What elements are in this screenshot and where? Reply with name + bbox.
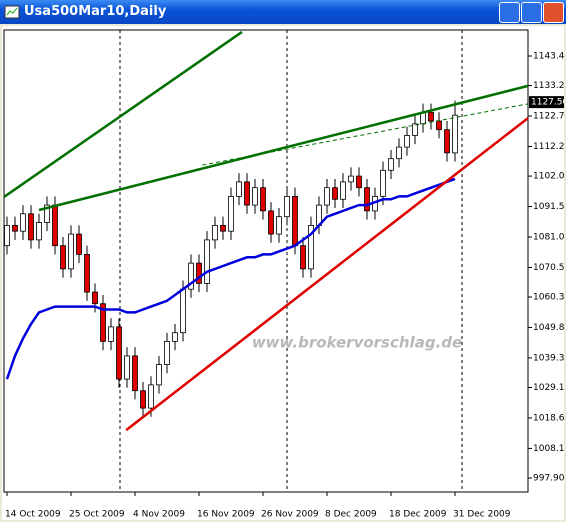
candle-body [236,181,242,197]
watermark: www.brokervorschlag.de [252,334,462,352]
candle-body [68,233,74,270]
y-tick-label: 1060.30 [533,293,564,303]
chart: www.brokervorschlag.de 1143.40 1133.20 112… [2,26,564,520]
y-tick-label: 1143.40 [533,52,564,62]
y-tick-label: 1018.60 [533,413,564,423]
candle-body [260,187,266,212]
candle-body [308,224,314,270]
candle-body [268,210,274,235]
candle-body [348,175,354,183]
x-tick-label: 31 Dec 2009 [453,510,511,520]
y-tick-label: 1008.10 [533,444,564,454]
candle-body [12,224,18,232]
window-icon [4,5,20,19]
y-tick-label: 1039.30 [533,353,564,363]
x-tick-label: 16 Nov 2009 [197,510,255,520]
candle-body [116,326,122,380]
y-tick-label: 1122.70 [533,112,564,122]
candle-body [252,187,258,206]
candle-body [4,224,10,247]
y-tick-label: 1091.50 [533,202,564,212]
candle-body [356,175,362,189]
candle-body [92,291,98,305]
candle-body [196,262,202,284]
candle-body [36,222,42,241]
minimize-button[interactable] [499,2,520,23]
candle-body [380,169,386,197]
candle-body [364,187,370,212]
candle-body [324,187,330,206]
plot-frame [3,29,529,493]
current-price-label: 1127.50 [531,98,564,108]
y-tick-label: 1070.50 [533,263,564,273]
candle-body [52,204,58,247]
candle-body [292,195,298,247]
candle-body [132,355,138,392]
x-tick-label: 26 Nov 2009 [261,510,319,520]
candle-body [124,355,130,380]
y-tick-label: 1112.20 [533,142,564,152]
trend-line [125,117,529,432]
trend-line [3,30,243,198]
candle-body [212,224,218,241]
candle-body [300,245,306,270]
close-button[interactable] [543,2,564,23]
x-tick-label: 4 Nov 2009 [133,510,185,520]
candle-body [404,135,410,148]
candle-body [412,123,418,136]
maximize-button[interactable] [521,2,542,23]
y-tick-label: 1049.80 [533,323,564,333]
trend-line [38,84,529,212]
moving-average [5,177,456,380]
candle-body [276,216,282,235]
candle-body [76,233,82,255]
candle-body [220,224,226,232]
current-price-box [529,96,564,109]
candle-body [284,195,290,218]
candle-body [396,146,402,160]
y-tick-label: 997.90 [533,473,564,483]
window-title: Usa500Mar10,Daily [24,4,167,19]
candle-body [60,245,66,270]
y-tick-label: 1081.00 [533,232,564,242]
candle-body [172,332,178,342]
x-tick-label: 18 Dec 2009 [389,510,447,520]
candle-body [436,120,442,131]
x-tick-label: 25 Oct 2009 [69,510,125,520]
candle-body [156,364,162,386]
candle-body [228,195,234,232]
candle-body [84,253,90,293]
candle-body [20,213,26,232]
candle-body [140,390,146,409]
candle-body [44,204,50,223]
candle-body [148,384,154,409]
candle-body [428,111,434,122]
x-tick-label: 8 Dec 2009 [325,510,377,520]
candle-body [188,262,194,290]
candle-body [444,129,450,154]
y-tick-label: 1133.20 [533,81,564,91]
candle-body [108,326,114,342]
candle-body [164,340,170,365]
candle-body [244,181,250,206]
candle-body [180,288,186,334]
trend-line [202,103,529,166]
candle-body [28,213,34,241]
title-bar: Usa500Mar10,Daily [0,0,566,24]
x-tick-label: 14 Oct 2009 [5,510,61,520]
y-tick-label: 1102.00 [533,172,564,182]
y-tick-label: 1029.10 [533,383,564,393]
candle-body [452,114,458,154]
candle-body [388,158,394,171]
candle-body [100,303,106,342]
candle-body [332,187,338,200]
chart-background [2,26,564,520]
candle-body [204,239,210,284]
candle-body [340,181,346,200]
